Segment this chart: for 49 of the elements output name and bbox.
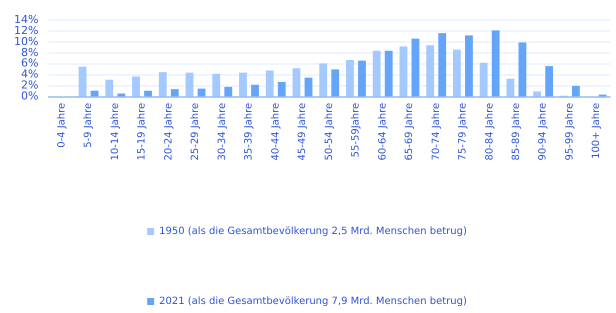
y-tick-label: 4% <box>20 68 38 81</box>
legend-label: 2021 (als die Gesamtbevölkerung 7,9 Mrd. Menschen betrug) <box>159 296 467 308</box>
x-tick-label: 55-59Jahre <box>350 102 362 158</box>
x-tick-label: 5-9 Jahre <box>83 102 94 148</box>
bar <box>105 80 114 96</box>
bar <box>239 72 247 96</box>
x-tick-label: 75-79 Jahre <box>458 102 469 161</box>
y-tick-label: 8% <box>20 46 38 59</box>
bar <box>186 72 194 96</box>
x-tick-label: 35-39 Jahre <box>244 102 255 161</box>
bar <box>426 45 434 96</box>
bar <box>212 74 220 96</box>
bar <box>400 46 408 96</box>
y-tick-label: 12% <box>14 24 38 37</box>
x-tick-label: 70-74 Jahre <box>430 102 442 161</box>
x-tick-label: 15-19 Jahre <box>136 102 148 161</box>
x-tick-label: 65-69 Jahre <box>404 102 416 161</box>
y-tick-label: 10% <box>14 34 38 48</box>
bar <box>533 91 542 96</box>
bar <box>453 50 461 96</box>
x-tick-label: 90-94 Jahre <box>538 102 549 161</box>
bar <box>480 62 488 96</box>
bar <box>319 63 328 96</box>
legend-label: 1950 (als die Gesamtbevölkerung 2,5 Mrd. Menschen betrug) <box>159 226 467 238</box>
bar <box>506 78 514 96</box>
bar <box>292 68 300 96</box>
x-tick-label: 25-29 Jahre <box>190 102 202 161</box>
bar <box>158 72 167 96</box>
x-tick-label: 80-84 Jahre <box>484 102 496 161</box>
x-tick-label: 100+ Jahre <box>591 102 602 159</box>
x-tick-label: 85-89 Jahre <box>511 102 522 161</box>
x-tick-label: 95-99 Jahre <box>564 102 576 161</box>
x-tick-label: 10-14 Jahre <box>110 102 121 161</box>
bar <box>346 60 354 96</box>
x-tick-label: 45-49 Jahre <box>297 102 308 161</box>
y-tick-label: 2% <box>20 78 38 92</box>
y-tick-label: 14% <box>14 12 38 26</box>
y-tick-label: 0% <box>20 90 38 103</box>
bar <box>132 76 140 96</box>
x-tick-label: 0-4 Jahre <box>56 102 68 148</box>
bar <box>266 70 274 96</box>
x-tick-label: 20-24 Jahre <box>163 102 174 161</box>
x-tick-label: 40-44 Jahre <box>270 102 282 161</box>
x-tick-label: 60-64 Jahre <box>377 102 388 161</box>
bar <box>372 50 381 96</box>
y-tick-label: 6% <box>20 56 38 70</box>
bar <box>78 66 86 96</box>
x-tick-label: 30-34 Jahre <box>216 102 228 161</box>
x-tick-label: 50-54 Jahre <box>324 102 335 161</box>
